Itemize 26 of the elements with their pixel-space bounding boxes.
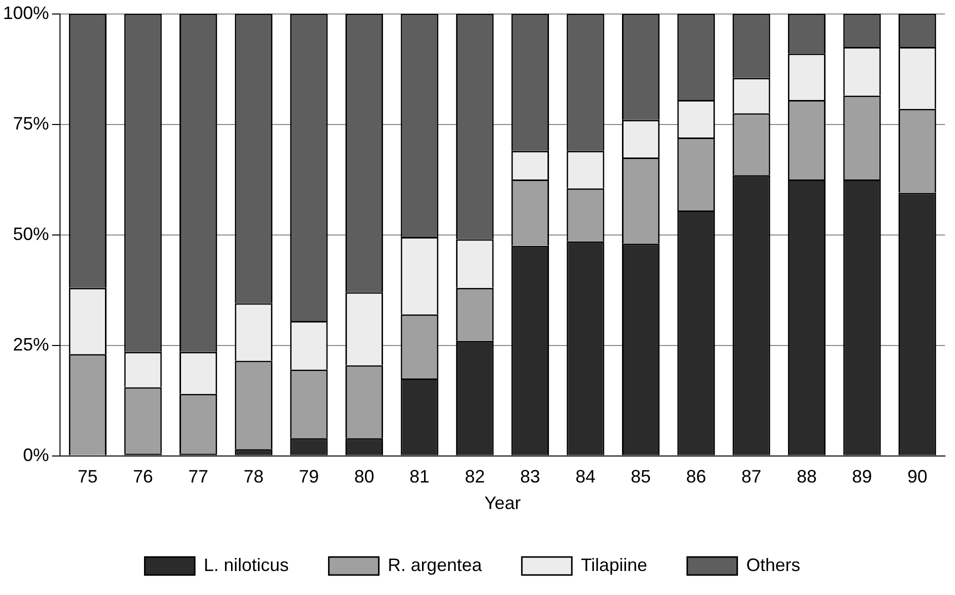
y-tick-label: 75%	[13, 113, 50, 134]
x-tick-label: 76	[132, 466, 154, 487]
y-tick-label: 0%	[23, 444, 50, 465]
legend-label: Others	[746, 554, 800, 575]
y-tick-label: 100%	[2, 2, 50, 23]
y-tick-label: 50%	[13, 224, 50, 244]
x-tick-label: 87	[741, 466, 762, 487]
x-tick-label: 77	[188, 466, 208, 487]
x-tick-label: 83	[520, 466, 540, 487]
legend-label: L. niloticus	[204, 554, 289, 575]
legend-label: R. argentea	[388, 554, 483, 575]
legend-label: Tilapiine	[580, 554, 648, 575]
x-tick-label: 85	[630, 466, 651, 487]
x-tick-label: 90	[907, 466, 928, 487]
y-tick-label: 25%	[13, 334, 50, 354]
x-axis-title: Year	[484, 493, 521, 514]
x-tick-label: 81	[410, 466, 430, 487]
x-tick-label: 80	[354, 466, 374, 487]
x-tick-label: 86	[686, 466, 706, 487]
x-tick-label: 78	[244, 466, 264, 487]
x-tick-label: 88	[796, 466, 817, 487]
x-tick-label: 75	[78, 466, 98, 487]
x-tick-label: 89	[852, 466, 872, 487]
x-tick-label: 79	[298, 466, 319, 487]
x-tick-label: 84	[575, 466, 596, 487]
x-tick-label: 82	[464, 466, 485, 487]
